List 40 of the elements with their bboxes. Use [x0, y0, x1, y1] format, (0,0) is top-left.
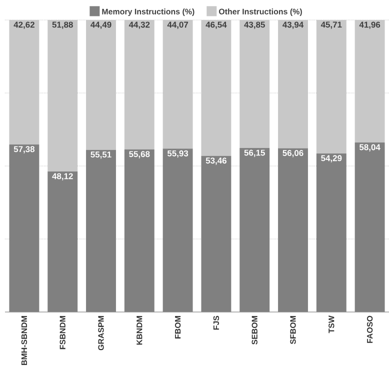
bar: [162, 148, 193, 312]
data-label: 46,54: [206, 22, 227, 29]
bar: [201, 20, 232, 156]
bar: [278, 148, 308, 312]
data-label: 42,62: [14, 22, 34, 29]
bar: [9, 20, 40, 144]
bar: [162, 20, 193, 149]
data-label: 56,06: [282, 150, 304, 158]
bar: [354, 142, 385, 312]
data-label: 55,93: [167, 150, 188, 158]
data-label: 54,29: [321, 155, 342, 162]
data-label: 56,15: [244, 150, 265, 157]
bar: [278, 20, 308, 148]
data-label: 41,96: [359, 22, 380, 29]
bar: [9, 144, 40, 312]
bar: [316, 20, 346, 154]
bar: [201, 156, 232, 312]
data-label: 48,12: [52, 173, 73, 180]
bar: [86, 20, 116, 150]
bar: [86, 150, 116, 312]
data-label: 55,68: [129, 151, 150, 158]
data-label: 55,51: [90, 152, 112, 159]
data-label: 44,32: [128, 22, 150, 29]
data-label: 57,38: [14, 146, 35, 154]
bar: [240, 20, 270, 148]
data-label: 45,71: [320, 22, 342, 29]
bar: [124, 20, 154, 150]
data-label: 58,04: [359, 144, 380, 152]
bar: [48, 171, 78, 312]
data-label: 51,88: [52, 22, 73, 29]
data-label: 53,46: [206, 158, 226, 165]
bar: [240, 148, 270, 312]
bar: [124, 149, 154, 312]
bar: [316, 153, 346, 312]
data-label: 44,49: [90, 22, 112, 29]
bar: [48, 20, 78, 172]
data-label: 44,07: [167, 22, 188, 29]
bar: [354, 20, 385, 143]
data-label: 43,94: [282, 22, 304, 29]
data-label: 43,85: [244, 22, 265, 29]
